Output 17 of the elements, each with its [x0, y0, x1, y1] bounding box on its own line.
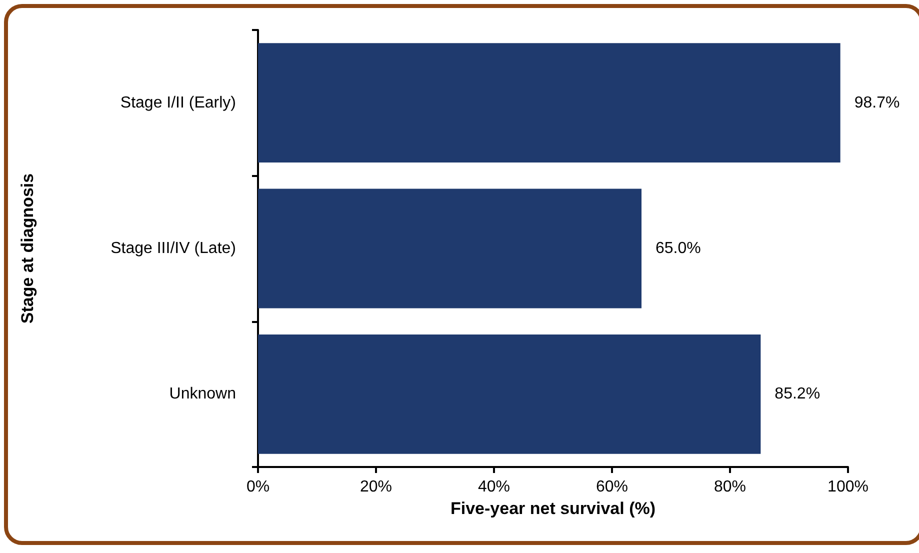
x-tick-label: 100% — [828, 478, 868, 496]
y-tick-label: Unknown — [169, 386, 236, 403]
data-label: 65.0% — [656, 240, 701, 257]
x-axis-title: Five-year net survival (%) — [450, 498, 656, 518]
x-tick-label: 80% — [714, 478, 746, 496]
y-tick-label: Stage I/II (Early) — [120, 94, 236, 112]
bar — [258, 188, 642, 308]
y-tick-label: Stage III/IV (Late) — [110, 240, 236, 257]
data-label: 85.2% — [774, 386, 820, 403]
x-tick-label: 60% — [596, 478, 628, 496]
data-label: 98.7% — [854, 94, 900, 112]
x-tick-label: 0% — [246, 478, 270, 496]
x-tick-label: 40% — [478, 478, 510, 496]
y-axis-title: Stage at diagnosis — [18, 173, 37, 324]
bar — [258, 334, 761, 454]
bar — [258, 43, 840, 163]
x-tick-label: 20% — [360, 478, 392, 496]
